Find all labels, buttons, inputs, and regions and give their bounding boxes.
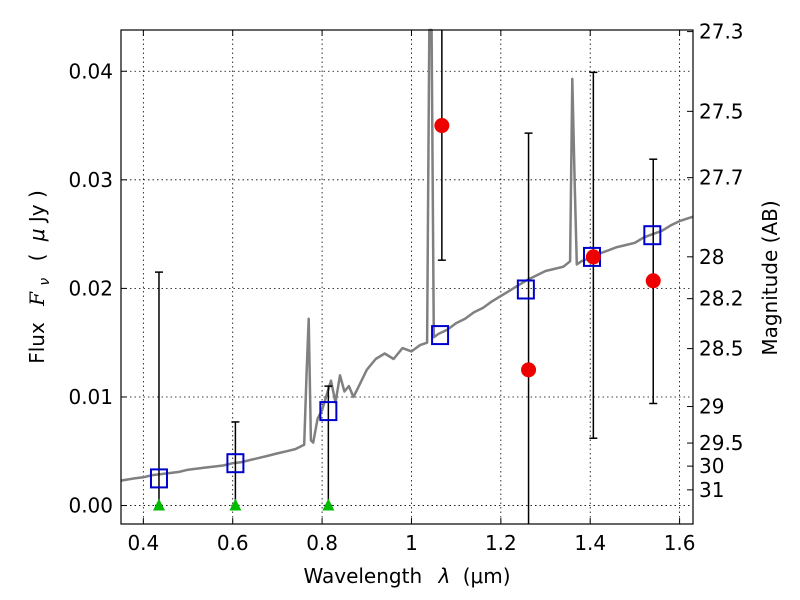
y2-tick-label: 28.2 — [699, 287, 744, 311]
y2-tick-label: 31 — [699, 478, 724, 502]
x-tick-label: 1.4 — [574, 531, 606, 555]
model-photometry-point — [643, 225, 662, 246]
x-tick-label: 0.8 — [306, 531, 338, 555]
y2-tick-label: 28.5 — [699, 337, 744, 361]
observed-flux-point — [521, 362, 537, 378]
x-tick-label: 1.6 — [664, 531, 696, 555]
model-photometry-point — [149, 468, 168, 489]
x-tick-label: 0.6 — [217, 531, 249, 555]
axis-ticks — [121, 30, 693, 524]
y-axis-title-unit-open: ( — [25, 254, 49, 262]
y2-tick-label: 29.5 — [699, 431, 744, 455]
y-tick-label: 0.04 — [68, 59, 113, 83]
model-photometry-point — [226, 453, 245, 474]
y2-tick-label: 29 — [699, 395, 724, 419]
spectrum-line — [120, 28, 694, 482]
y2-tick-label: 27.3 — [699, 20, 744, 44]
data-markers — [149, 118, 662, 511]
x-tick-label: 1.2 — [485, 531, 517, 555]
y-axis-title-unit-mu: μ — [25, 228, 49, 242]
x-axis-title-symbol: λ — [438, 564, 451, 588]
plot-frame — [120, 29, 694, 525]
error-bars — [154, 30, 658, 524]
x-axis-title-main: Wavelength — [303, 564, 422, 588]
y-tick-label: 0.01 — [68, 385, 113, 409]
y2-tick-label: 27.7 — [699, 166, 744, 190]
model-photometry-point — [431, 325, 450, 346]
y-axis-title: Flux F ν ( μ Jy ) — [25, 190, 54, 364]
upper-limit-point — [322, 498, 335, 511]
y-axis-title-subscript: ν — [37, 278, 53, 286]
x-axis-title: Wavelength λ (μm) — [303, 564, 510, 588]
observed-flux-point — [585, 249, 601, 265]
model-photometry-point — [319, 401, 338, 422]
upper-limit-point — [229, 498, 242, 511]
y-axis-title-unit-rest: Jy ) — [25, 190, 49, 224]
x-tick-label: 1 — [405, 531, 418, 555]
model-spectrum — [120, 28, 694, 482]
y-tick-label: 0.00 — [68, 494, 113, 518]
y-axis-title-main: Flux — [25, 322, 49, 364]
observed-flux-point — [434, 118, 450, 134]
y2-axis-title: Magnitude (AB) — [758, 200, 782, 355]
model-photometry-point — [516, 279, 535, 300]
upper-limit-point — [152, 498, 165, 511]
y-axis-title-symbol: F — [25, 291, 49, 307]
y2-tick-label: 28 — [699, 245, 724, 269]
y-tick-label: 0.03 — [68, 168, 113, 192]
x-tick-label: 0.4 — [127, 531, 159, 555]
x-axis-title-unit: (μm) — [463, 564, 511, 588]
y2-tick-label: 27.5 — [699, 99, 744, 123]
observed-flux-point — [645, 273, 661, 289]
y2-tick-label: 30 — [699, 454, 724, 478]
y-tick-label: 0.02 — [68, 276, 113, 300]
grid-lines — [121, 30, 693, 524]
